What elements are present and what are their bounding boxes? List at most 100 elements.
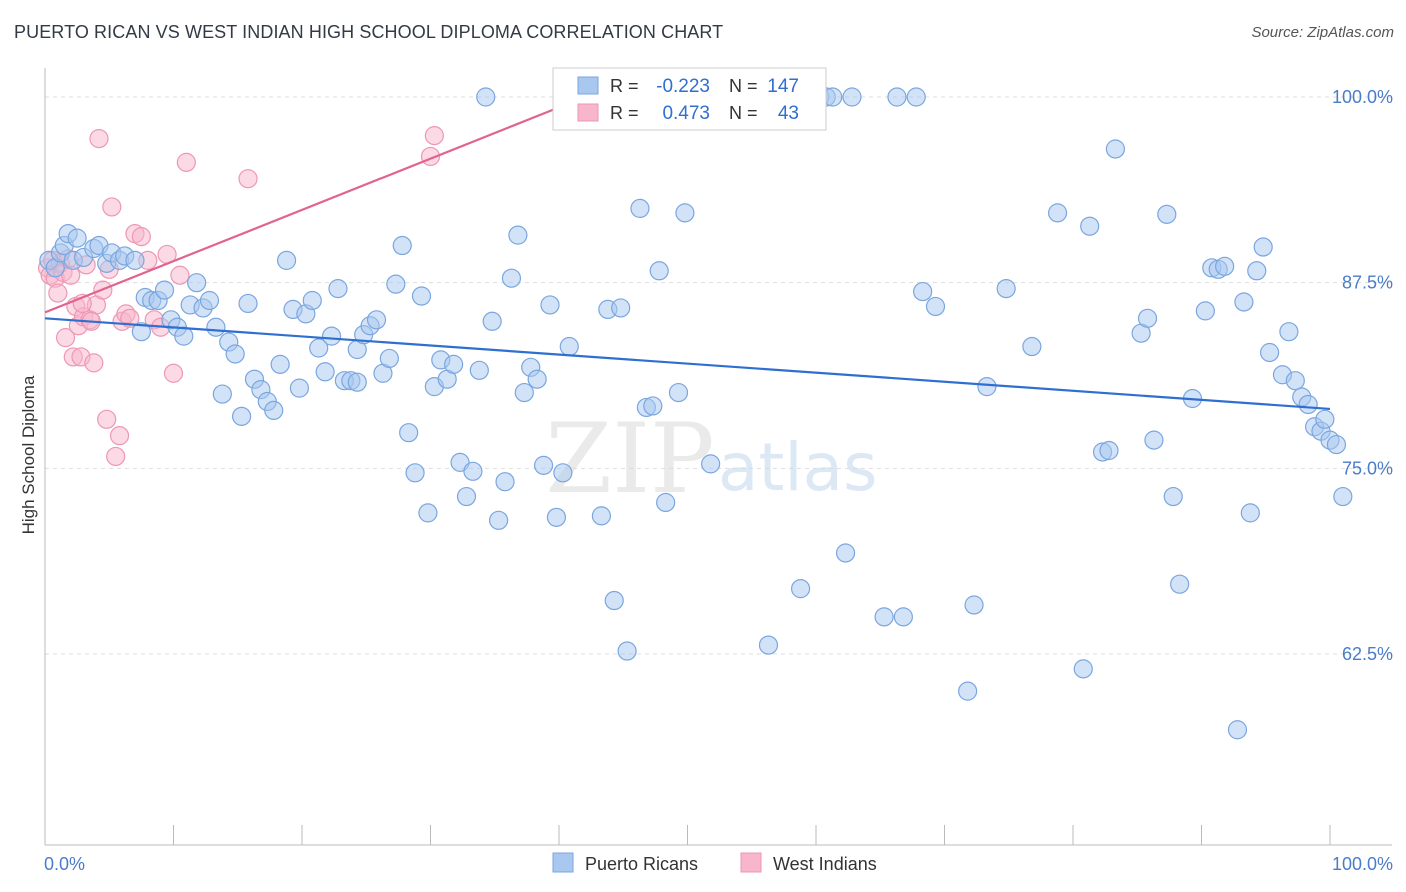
y-tick-label: 75.0%	[1342, 458, 1393, 478]
west-indians-point	[48, 283, 68, 303]
puerto-ricans-point	[321, 326, 342, 346]
x-tick-label-min: 0.0%	[44, 854, 85, 874]
puerto-ricans-point	[1260, 342, 1280, 363]
legend-r-value: -0.223	[656, 76, 710, 97]
puerto-ricans-point	[67, 228, 87, 248]
puerto-ricans-point	[1240, 503, 1260, 523]
puerto-ricans-point	[131, 322, 151, 342]
puerto-ricans-point	[604, 590, 624, 611]
west-indians-point	[238, 169, 258, 189]
puerto-ricans-point	[1315, 409, 1335, 429]
puerto-ricans-point	[1105, 139, 1126, 159]
x-tick-label-max: 100.0%	[1332, 854, 1393, 874]
puerto-ricans-point	[264, 400, 284, 421]
west-indians-point	[109, 426, 130, 446]
puerto-ricans-point	[469, 360, 489, 380]
puerto-ricans-point	[1137, 308, 1158, 328]
puerto-ricans-point	[199, 290, 220, 311]
series-legend-west-indians: West Indians	[773, 854, 877, 874]
watermark-atlas: atlas	[718, 429, 878, 506]
west-indians-point	[176, 152, 196, 172]
puerto-ricans-point	[1298, 394, 1318, 415]
puerto-ricans-point	[444, 354, 464, 374]
puerto-ricans-point	[559, 336, 579, 357]
puerto-ricans-point	[270, 354, 290, 374]
puerto-ricans-point	[701, 454, 721, 474]
puerto-ricans-point	[540, 295, 560, 315]
gridlines	[45, 96, 1392, 655]
west-indians-trend-line	[44, 106, 560, 314]
y-tick-label: 87.5%	[1342, 273, 1393, 293]
legend-r-label: R =	[610, 76, 639, 96]
y-tick-labels: 62.5% 75.0% 87.5% 100.0%	[1332, 87, 1393, 664]
puerto-ricans-point	[187, 273, 207, 293]
legend-swatch-blue	[577, 76, 599, 95]
west-indians-point	[163, 363, 184, 383]
legend-n-value: 147	[767, 76, 799, 97]
puerto-ricans-point	[758, 635, 779, 655]
puerto-ricans-point	[392, 235, 412, 256]
series-legend-swatch-pink	[740, 852, 762, 873]
puerto-ricans-point	[238, 293, 258, 314]
watermark: ZIP atlas	[545, 403, 877, 515]
puerto-ricans-point	[206, 317, 226, 337]
puerto-ricans-point	[668, 382, 689, 403]
puerto-ricans-point	[501, 268, 522, 288]
west-indians-point	[89, 128, 109, 149]
puerto-ricans-point	[906, 87, 926, 107]
puerto-ricans-point	[225, 344, 245, 364]
puerto-ricans-point	[842, 87, 862, 107]
legend-n-label: N =	[729, 103, 758, 123]
puerto-ricans-point	[675, 203, 695, 223]
puerto-ricans-point	[1227, 720, 1248, 740]
y-axis-title: High School Diploma	[19, 375, 38, 534]
puerto-ricans-point	[1170, 574, 1190, 594]
puerto-ricans-point	[546, 507, 567, 527]
puerto-ricans-point	[1022, 336, 1042, 357]
puerto-ricans-point	[1333, 486, 1353, 507]
puerto-ricans-point	[553, 463, 573, 483]
puerto-ricans-point	[315, 362, 335, 382]
puerto-ricans-point	[1157, 204, 1177, 224]
puerto-ricans-point	[1099, 440, 1119, 461]
puerto-ricans-point	[1215, 256, 1235, 276]
puerto-ricans-point	[964, 595, 984, 615]
puerto-ricans-point	[617, 641, 637, 661]
puerto-ricans-point	[630, 198, 650, 218]
puerto-ricans-point	[591, 506, 612, 526]
puerto-ricans-point	[386, 274, 406, 294]
puerto-ricans-point	[1279, 322, 1299, 342]
x-tick-labels: 0.0% 100.0%	[44, 854, 1393, 874]
puerto-ricans-point	[154, 280, 175, 300]
puerto-ricans-point	[1047, 203, 1068, 223]
puerto-ricans-point	[411, 286, 432, 306]
puerto-ricans-point	[1080, 216, 1100, 236]
y-tick-label: 100.0%	[1332, 87, 1393, 107]
puerto-ricans-point	[289, 378, 310, 398]
puerto-ricans-point	[1195, 301, 1215, 321]
puerto-ricans-point	[925, 296, 946, 317]
puerto-ricans-point	[527, 369, 547, 389]
puerto-ricans-point	[887, 87, 907, 107]
west-indians-point	[84, 353, 104, 373]
west-indians-point	[170, 265, 190, 285]
west-indians-point	[120, 308, 140, 328]
puerto-ricans-point	[977, 377, 997, 397]
puerto-ricans-point	[893, 607, 913, 627]
puerto-ricans-point	[1253, 237, 1273, 257]
legend-r-label: R =	[610, 103, 639, 123]
puerto-ricans-point	[174, 326, 194, 346]
puerto-ricans-point	[366, 310, 387, 330]
west-indians-point	[424, 126, 444, 146]
legend-box: R = -0.223 N = 147 R = 0.473 N = 43	[552, 67, 827, 131]
puerto-ricans-point	[495, 472, 515, 492]
puerto-ricans-point	[1073, 659, 1093, 679]
puerto-ricans-point	[1326, 434, 1347, 455]
puerto-ricans-point	[399, 423, 419, 443]
source-label: Source: ZipAtlas.com	[1251, 24, 1394, 41]
puerto-ricans-point	[328, 279, 348, 299]
puerto-ricans-point	[1144, 430, 1164, 450]
puerto-ricans-point	[1247, 261, 1267, 281]
puerto-ricans-trend-line	[44, 317, 1331, 411]
